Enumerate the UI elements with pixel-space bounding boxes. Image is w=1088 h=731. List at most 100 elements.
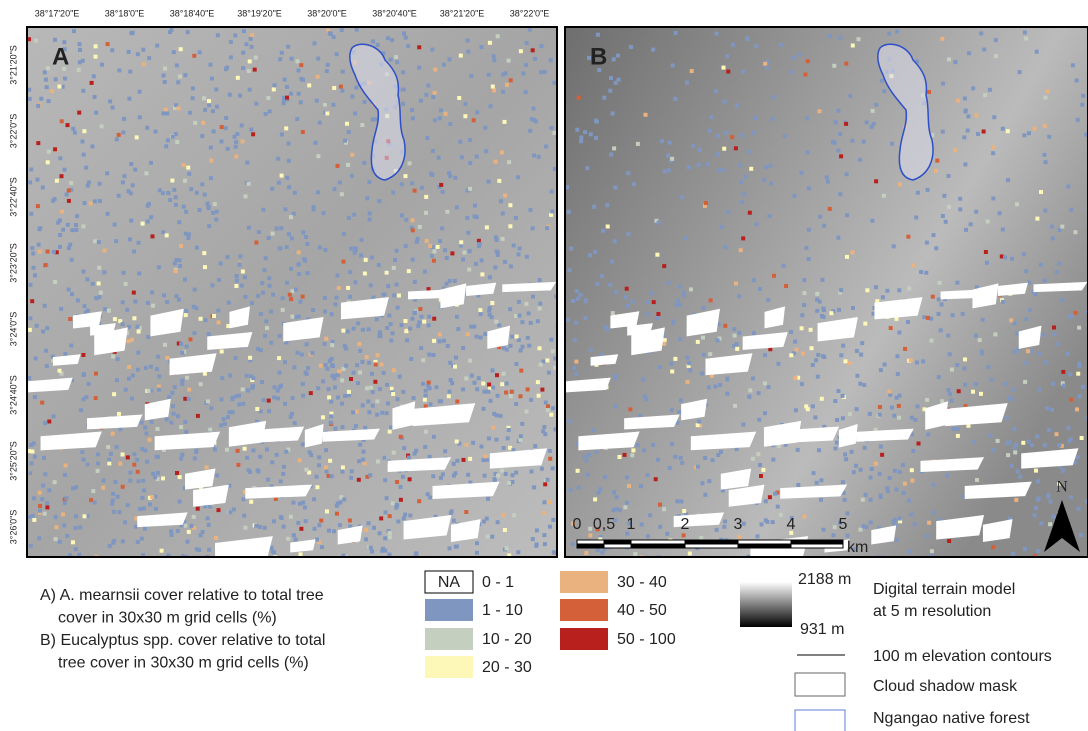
pixel [897, 182, 902, 187]
pixel [94, 296, 99, 301]
pixel [940, 214, 945, 218]
pixel [446, 394, 451, 399]
pixel [1075, 455, 1080, 460]
pixel [820, 277, 825, 282]
legend-swatch [560, 571, 608, 593]
pixel [810, 363, 815, 367]
pixel [296, 520, 301, 525]
pixel [494, 319, 499, 324]
pixel [720, 167, 725, 172]
pixel [667, 140, 672, 145]
pixel [1033, 292, 1038, 297]
pixel [484, 149, 489, 154]
pixel [412, 297, 417, 302]
pixel [382, 292, 387, 297]
cloud-patch [1033, 281, 1088, 293]
pixel [251, 132, 256, 137]
pixel [495, 373, 499, 378]
pixel [503, 259, 507, 264]
pixel [982, 47, 987, 52]
pixel [474, 334, 479, 339]
pixel [145, 459, 150, 464]
pixel [885, 486, 890, 491]
pixel [280, 307, 285, 312]
pixel [733, 146, 738, 151]
pixel [669, 361, 674, 366]
pixel [257, 524, 262, 529]
pixel [722, 99, 727, 104]
pixel [796, 483, 801, 487]
pixel [461, 346, 466, 350]
pixel [925, 397, 930, 402]
pixel [360, 403, 365, 408]
pixel [1070, 314, 1074, 319]
pixel [529, 469, 534, 474]
pixel [186, 232, 191, 237]
pixel [683, 236, 688, 241]
pixel [781, 263, 786, 268]
pixel [161, 476, 165, 481]
pixel [260, 281, 265, 286]
pixel [30, 513, 35, 518]
pixel [424, 194, 429, 199]
pixel [328, 458, 333, 463]
legend-swatch [425, 599, 473, 621]
pixel [192, 456, 197, 461]
pixel [963, 404, 968, 409]
pixel [838, 290, 843, 295]
pixel [341, 553, 346, 557]
pixel [518, 434, 523, 439]
pixel [165, 355, 170, 360]
pixel [971, 389, 975, 394]
scale-segment [630, 539, 686, 545]
pixel [120, 180, 125, 185]
pixel [426, 380, 431, 385]
pixel [1043, 208, 1048, 213]
pixel [1076, 506, 1081, 511]
pixel [535, 380, 540, 385]
pixel [432, 316, 437, 321]
pixel [316, 56, 321, 61]
pixel [269, 309, 274, 314]
pixel [988, 433, 993, 438]
pixel [153, 506, 158, 511]
pixel [508, 307, 513, 312]
pixel [735, 346, 740, 351]
pixel [313, 140, 318, 145]
pixel [234, 274, 239, 278]
pixel [530, 537, 535, 542]
pixel [432, 90, 437, 95]
pixel [496, 473, 501, 478]
pixel [804, 404, 809, 409]
pixel [763, 61, 768, 66]
pixel [140, 495, 145, 500]
pixel [219, 125, 224, 129]
pixel [934, 168, 938, 173]
pixel [689, 69, 694, 74]
pixel [521, 71, 526, 76]
pixel [415, 237, 420, 241]
pixel [215, 473, 220, 478]
pixel [844, 172, 849, 177]
pixel [545, 477, 550, 482]
pixel [266, 96, 271, 100]
pixel [183, 396, 188, 401]
pixel [258, 409, 263, 414]
pixel [662, 338, 667, 343]
pixel [963, 162, 968, 167]
pixel [479, 444, 484, 449]
pixel [248, 470, 252, 474]
pixel [289, 56, 294, 61]
pixel [679, 499, 684, 504]
pixel [296, 91, 301, 96]
cloud-patch [578, 431, 640, 451]
pixel [94, 371, 98, 376]
pixel [532, 485, 537, 490]
pixel [572, 366, 577, 371]
pixel [332, 187, 337, 192]
pixel [69, 343, 74, 348]
pixel [323, 247, 328, 252]
pixel [1038, 262, 1043, 267]
pixel [255, 468, 260, 473]
pixel [554, 294, 557, 299]
